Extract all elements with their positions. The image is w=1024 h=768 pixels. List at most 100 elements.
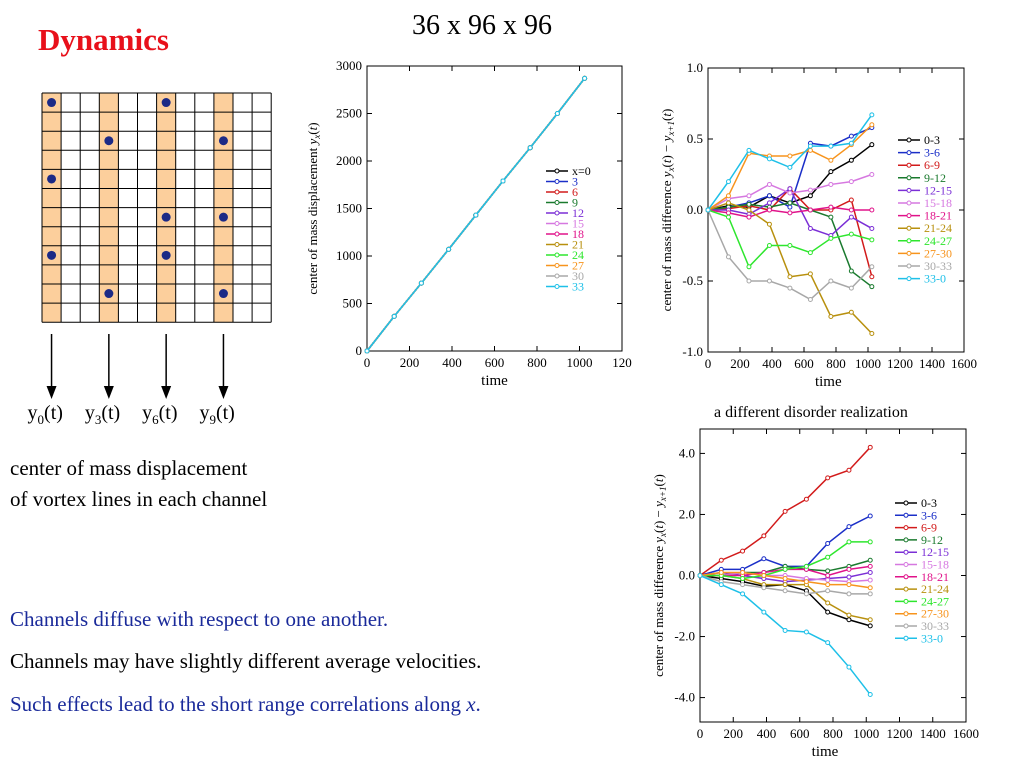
data-point — [766, 207, 772, 213]
data-point — [828, 181, 834, 187]
data-point — [718, 557, 724, 563]
data-point — [718, 582, 724, 588]
legend-marker — [554, 189, 560, 195]
legend-marker — [554, 252, 560, 258]
y-axis-label-part: center of mass difference — [659, 177, 674, 311]
x-axis-label: time — [812, 744, 839, 760]
legend-label: 27-30 — [924, 246, 952, 260]
data-point — [867, 444, 873, 450]
data-point — [825, 609, 831, 615]
statement-correlations-end: . — [475, 692, 481, 716]
legend-marker — [906, 263, 912, 269]
data-point — [725, 200, 731, 206]
legend-marker — [554, 231, 560, 237]
data-point — [740, 548, 746, 554]
data-point — [766, 278, 772, 284]
x-tick-label: 1000 — [855, 356, 881, 371]
y-axis-label-part: t — [651, 525, 666, 529]
data-point — [848, 268, 854, 274]
legend-label: x=0 — [572, 164, 591, 178]
displacement-chart: 0 200 400 600 800 1000 12005001000150020002500… — [305, 58, 632, 389]
data-point — [848, 157, 854, 163]
legend-label: 15-18 — [924, 196, 952, 210]
legend-marker — [903, 611, 909, 617]
data-point — [807, 207, 813, 213]
legend-marker — [906, 162, 912, 168]
legend-marker — [906, 150, 912, 156]
data-point — [846, 574, 852, 580]
legend-marker — [554, 242, 560, 247]
data-point — [848, 309, 854, 315]
x-tick-label: 1400 — [920, 726, 946, 741]
data-point — [825, 568, 831, 574]
data-point — [725, 179, 731, 185]
legend-marker — [554, 168, 560, 174]
legend-marker — [906, 225, 912, 231]
data-point — [766, 221, 772, 227]
series-line-21-24 — [707, 202, 873, 335]
y-axis-label-part: x — [666, 168, 676, 173]
y-axis-label-part: ) — [305, 122, 320, 126]
description-line-2: of vortex lines in each channel — [10, 487, 268, 511]
data-point — [867, 577, 873, 583]
data-point — [828, 235, 834, 241]
description-line-1: center of mass displacement — [10, 456, 248, 480]
data-point — [828, 157, 834, 163]
data-point — [828, 314, 834, 319]
legend-label: 24-27 — [921, 594, 949, 608]
channel-label-time: (t) — [44, 402, 63, 424]
vortex-dot — [47, 98, 57, 108]
legend-marker — [906, 238, 912, 244]
legend-marker — [903, 598, 909, 604]
x-tick-label: 0 — [364, 355, 371, 370]
y-axis-label-part: t — [659, 159, 674, 163]
data-point — [846, 566, 852, 572]
y-axis-label-part: center of mass displacement — [305, 144, 320, 294]
data-point — [364, 348, 370, 354]
arrow-head — [103, 386, 114, 399]
channel-label-base: y — [27, 402, 38, 424]
data-point — [848, 214, 854, 220]
data-point — [803, 563, 809, 569]
data-point — [746, 214, 752, 220]
data-point — [473, 212, 479, 218]
data-point — [846, 582, 852, 588]
y-axis-label-part: x — [658, 533, 668, 538]
data-point — [746, 278, 752, 284]
x-tick-label: 120 — [612, 355, 632, 370]
y-axis-label-part: y — [651, 501, 666, 509]
data-point — [828, 214, 834, 220]
legend-label: 21-24 — [924, 221, 952, 235]
legend-marker — [554, 179, 560, 184]
data-point — [787, 274, 793, 280]
data-point — [740, 569, 746, 575]
y-axis-label: center of mass difference yx(t) − yx+1(t… — [651, 474, 668, 677]
data-point — [725, 254, 731, 260]
y-axis-label-part: ) — [651, 474, 666, 478]
y-tick-label: 1.0 — [687, 60, 703, 75]
channel-label-index: 6 — [152, 412, 159, 427]
data-point — [500, 178, 506, 184]
data-point — [554, 111, 560, 116]
legend-label: 21 — [572, 238, 584, 252]
vortex-dot — [218, 289, 228, 299]
data-point — [825, 588, 831, 594]
vortex-dot — [161, 98, 171, 108]
y-tick-label: 1000 — [336, 248, 362, 263]
data-point — [848, 231, 854, 237]
y-tick-label: -2.0 — [674, 629, 695, 644]
x-tick-label: 1200 — [887, 726, 913, 741]
data-point — [867, 617, 873, 623]
y-axis-label-part: t — [659, 113, 674, 117]
data-point — [848, 207, 854, 213]
data-point — [828, 278, 834, 284]
legend-marker — [903, 586, 909, 592]
legend-label: 3-6 — [921, 508, 937, 522]
legend-label: 6 — [572, 185, 578, 199]
legend-label: 33-0 — [924, 272, 946, 286]
data-point — [807, 250, 813, 256]
data-point — [825, 540, 831, 546]
x-axis-label: time — [815, 374, 842, 390]
data-point — [782, 566, 788, 572]
x-tick-label: 200 — [400, 355, 420, 370]
